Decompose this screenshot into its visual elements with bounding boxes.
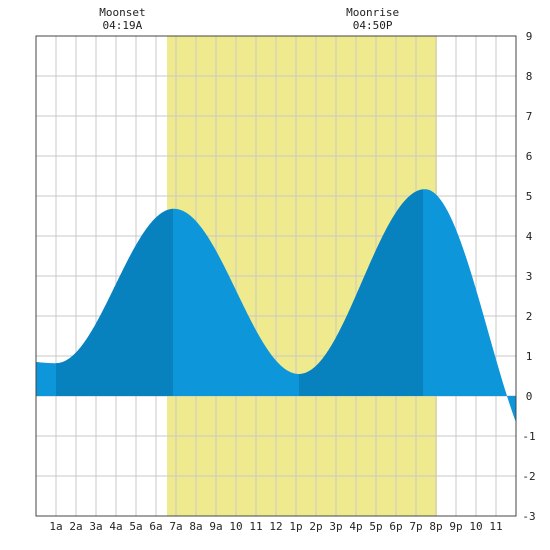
- x-tick-label: 3p: [329, 520, 342, 533]
- x-tick-label: 4a: [109, 520, 122, 533]
- x-tick-label: 1p: [289, 520, 302, 533]
- y-tick-label: 0: [526, 390, 533, 403]
- y-tick-label: -1: [522, 430, 535, 443]
- y-tick-label: 9: [526, 30, 533, 43]
- x-tick-label: 2a: [69, 520, 82, 533]
- y-tick-label: 5: [526, 190, 533, 203]
- x-tick-label: 5p: [369, 520, 382, 533]
- y-tick-label: 2: [526, 310, 533, 323]
- x-tick-label: 3a: [89, 520, 102, 533]
- moonrise-time: 04:50P: [353, 19, 393, 32]
- x-tick-label: 11: [249, 520, 262, 533]
- x-tick-label: 8p: [429, 520, 442, 533]
- x-tick-label: 9p: [449, 520, 462, 533]
- x-tick-label: 1a: [49, 520, 62, 533]
- x-tick-label: 10: [469, 520, 482, 533]
- x-tick-label: 6p: [389, 520, 402, 533]
- x-tick-label: 4p: [349, 520, 362, 533]
- x-tick-label: 2p: [309, 520, 322, 533]
- y-tick-label: -3: [522, 510, 535, 523]
- x-tick-label: 7a: [169, 520, 182, 533]
- plot-frame: [35, 35, 517, 517]
- x-axis-labels: 1a 2a 3a 4a 5a 6a 7a 8a 9a 10 11 12 1p 2p 3p 4p 5p 6p 7p 8p…: [49, 520, 502, 533]
- x-tick-label: 8a: [189, 520, 202, 533]
- y-axis-labels: -3 -2 -1 0 1 2 3 4 5 6 7 8 9: [522, 30, 535, 523]
- tide-area-dark-band: [56, 208, 173, 396]
- y-tick-label: -2: [522, 470, 535, 483]
- tide-area-dark-band: [299, 189, 423, 396]
- y-tick-label: 3: [526, 270, 533, 283]
- y-tick-label: 7: [526, 110, 533, 123]
- x-tick-label: 11: [489, 520, 502, 533]
- tide-area: [36, 189, 516, 423]
- x-tick-label: 12: [269, 520, 282, 533]
- moon-event-labels: Moonset 04:19A Moonrise 04:50P: [99, 6, 399, 32]
- y-tick-label: 4: [526, 230, 533, 243]
- x-tick-label: 9a: [209, 520, 222, 533]
- x-tick-label: 10: [229, 520, 242, 533]
- x-tick-label: 5a: [129, 520, 142, 533]
- moonset-time: 04:19A: [103, 19, 143, 32]
- moonrise-label: Moonrise: [346, 6, 399, 19]
- y-tick-label: 1: [526, 350, 533, 363]
- x-tick-label: 7p: [409, 520, 422, 533]
- tide-area-dark-bands: [56, 189, 423, 396]
- y-tick-label: 6: [526, 150, 533, 163]
- y-tick-label: 8: [526, 70, 533, 83]
- moonset-label: Moonset: [99, 6, 145, 19]
- x-tick-label: 6a: [149, 520, 162, 533]
